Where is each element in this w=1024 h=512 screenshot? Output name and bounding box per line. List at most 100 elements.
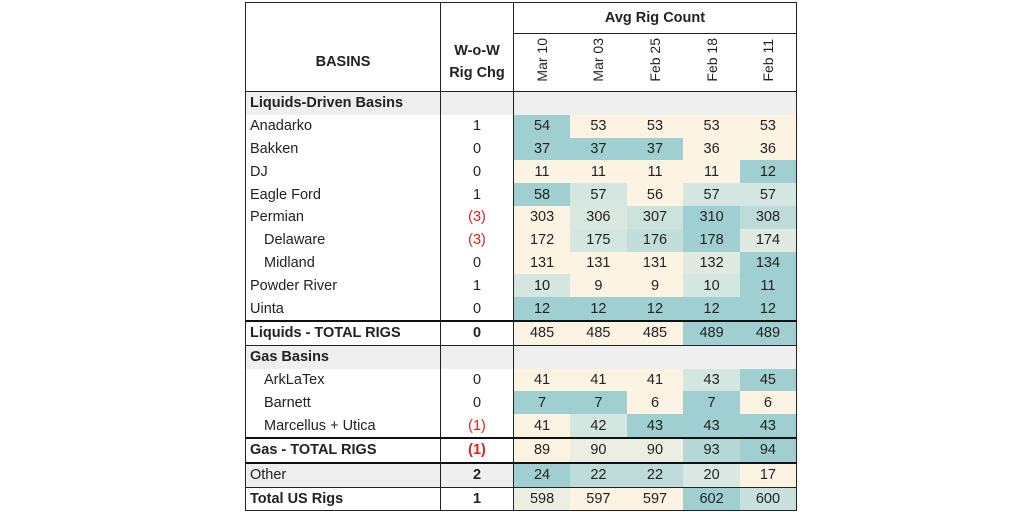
rig-count-cell: 53 — [739, 114, 797, 138]
basin-name: Other — [245, 461, 441, 488]
basin-name: Permian — [245, 205, 441, 229]
rig-count-cell: 306 — [570, 205, 627, 229]
rig-count-cell: 6 — [739, 391, 797, 415]
section-label-liquids: Liquids-Driven Basins — [245, 91, 441, 115]
wow-header-line1: W-o-W — [454, 43, 500, 59]
rig-count-cell: 176 — [626, 228, 684, 252]
rig-count-cell: 93 — [683, 436, 740, 463]
date-header: Feb 11 — [739, 33, 797, 92]
basin-name: Midland — [245, 251, 441, 275]
rig-count-cell: 489 — [683, 319, 740, 346]
rig-count-cell: 132 — [683, 251, 740, 275]
rig-count-cell: 307 — [626, 205, 684, 229]
date-header-label: Mar 03 — [590, 38, 607, 83]
rig-count-cell: 308 — [739, 205, 797, 229]
rig-count-cell: 53 — [683, 114, 740, 138]
rig-count-cell: 598 — [513, 486, 571, 512]
table-row: Anadarko 1 54 53 53 53 53 — [245, 114, 797, 138]
rig-count-cell: 12 — [739, 297, 797, 321]
rig-count-cell: 174 — [739, 228, 797, 252]
basin-name: Uinta — [245, 297, 441, 321]
wow-rig-chg-header: W-o-W Rig Chg — [440, 33, 514, 92]
basin-name: ArkLaTex — [245, 368, 441, 392]
rig-count-cell: 43 — [683, 368, 740, 392]
table-row: Delaware (3) 172 175 176 178 174 — [245, 228, 797, 252]
rig-count-cell: 12 — [683, 297, 740, 321]
rig-count-cell: 58 — [513, 183, 571, 206]
rig-count-cell: 303 — [513, 205, 571, 229]
rig-count-cell: 24 — [513, 461, 571, 488]
table-row: DJ 0 11 11 11 11 12 — [245, 160, 797, 184]
wow-change: (1) — [440, 414, 514, 438]
date-header: Feb 25 — [626, 33, 684, 92]
rig-count-cell: 37 — [513, 137, 571, 161]
basin-name: Delaware — [245, 228, 441, 252]
table-row: Eagle Ford 1 58 57 56 57 57 — [245, 183, 797, 206]
rig-count-cell: 10 — [683, 274, 740, 298]
table-row: Uinta 0 12 12 12 12 12 — [245, 297, 797, 321]
rig-count-cell: 7 — [513, 391, 571, 415]
rig-count-cell: 41 — [513, 368, 571, 392]
basin-name: Powder River — [245, 274, 441, 298]
rig-count-cell: 12 — [626, 297, 684, 321]
section-blank-cell — [513, 91, 797, 115]
rig-count-cell: 94 — [739, 436, 797, 463]
table-row: Bakken 0 37 37 37 36 36 — [245, 137, 797, 161]
table-row: Permian (3) 303 306 307 310 308 — [245, 205, 797, 229]
rig-count-cell: 485 — [626, 319, 684, 346]
rig-count-cell: 42 — [570, 414, 627, 438]
rig-count-cell: 9 — [570, 274, 627, 298]
basin-name: Anadarko — [245, 114, 441, 138]
date-header: Mar 10 — [513, 33, 571, 92]
total-label: Liquids - TOTAL RIGS — [245, 319, 441, 346]
rig-count-cell: 485 — [570, 319, 627, 346]
rig-count-cell: 11 — [683, 160, 740, 184]
rig-count-cell: 12 — [570, 297, 627, 321]
rig-count-cell: 485 — [513, 319, 571, 346]
rig-count-cell: 56 — [626, 183, 684, 206]
rig-count-cell: 41 — [513, 414, 571, 438]
rig-count-cell: 57 — [683, 183, 740, 206]
rig-count-cell: 9 — [626, 274, 684, 298]
rig-count-cell: 41 — [626, 368, 684, 392]
date-header: Mar 03 — [570, 33, 627, 92]
rig-count-cell: 89 — [513, 436, 571, 463]
wow-change: 1 — [440, 183, 514, 206]
rig-count-cell: 131 — [570, 251, 627, 275]
rig-count-cell: 37 — [570, 137, 627, 161]
avg-rig-count-header: Avg Rig Count — [513, 2, 797, 34]
wow-change: 0 — [440, 297, 514, 321]
rig-count-cell: 7 — [570, 391, 627, 415]
wow-change: 0 — [440, 391, 514, 415]
rig-count-cell: 53 — [626, 114, 684, 138]
basin-name: DJ — [245, 160, 441, 184]
table-row: ArkLaTex 0 41 41 41 43 45 — [245, 368, 797, 392]
rig-count-cell: 12 — [513, 297, 571, 321]
rig-count-cell: 602 — [683, 486, 740, 512]
rig-count-cell: 7 — [683, 391, 740, 415]
rig-count-cell: 43 — [739, 414, 797, 438]
wow-change: 2 — [440, 461, 514, 488]
wow-change: 0 — [440, 251, 514, 275]
rig-count-cell: 57 — [739, 183, 797, 206]
rig-count-cell: 22 — [626, 461, 684, 488]
table-row: Marcellus + Utica (1) 41 42 43 43 43 — [245, 414, 797, 438]
date-header-label: Feb 18 — [703, 38, 720, 83]
rig-count-cell: 11 — [739, 274, 797, 298]
rig-count-cell: 310 — [683, 205, 740, 229]
table-row: Liquids - TOTAL RIGS 0 485 485 485 489 4… — [245, 319, 797, 346]
rig-count-cell: 131 — [513, 251, 571, 275]
rig-count-cell: 43 — [626, 414, 684, 438]
rig-count-table: Avg Rig Count BASINS W-o-W Rig Chg Mar 1… — [245, 2, 797, 512]
wow-change: 1 — [440, 274, 514, 298]
wow-change: 1 — [440, 114, 514, 138]
rig-count-cell: 22 — [570, 461, 627, 488]
wow-change: 1 — [440, 486, 514, 512]
basins-header: BASINS — [245, 33, 441, 92]
rig-count-cell: 36 — [683, 137, 740, 161]
wow-change: 0 — [440, 319, 514, 346]
basin-name: Eagle Ford — [245, 183, 441, 206]
table-row: Other 2 24 22 22 20 17 — [245, 461, 797, 488]
rig-count-cell: 12 — [739, 160, 797, 184]
rig-count-cell: 37 — [626, 137, 684, 161]
